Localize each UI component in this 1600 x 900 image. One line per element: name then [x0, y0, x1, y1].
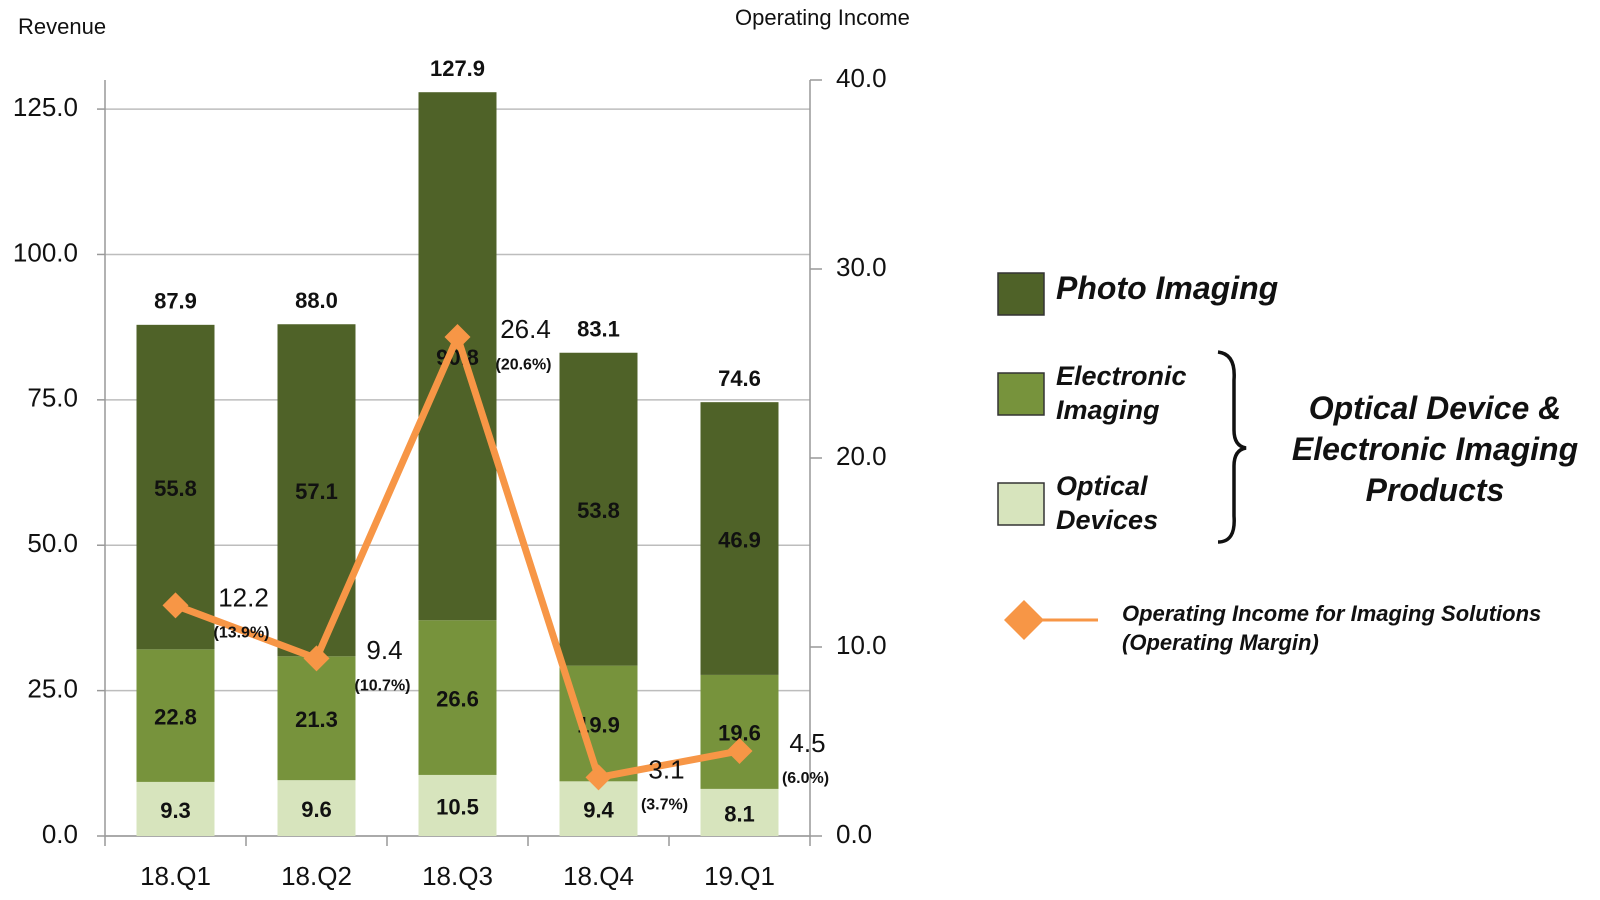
segment-label: 9.3: [160, 798, 191, 823]
x-tick-label: 18.Q2: [281, 861, 352, 891]
legend-label: Photo Imaging: [1056, 270, 1279, 306]
line-value-label: 26.4: [500, 314, 551, 344]
segment-label: 57.1: [295, 479, 338, 504]
segment-label: 53.8: [577, 498, 620, 523]
line-value-label: 9.4: [366, 635, 402, 665]
line-value-label: 12.2: [218, 582, 269, 612]
bar-segment: [559, 352, 638, 666]
bar-segment: [700, 402, 779, 675]
y2-tick-label: 0.0: [836, 819, 872, 849]
segment-label: 10.5: [436, 794, 479, 819]
total-label: 87.9: [154, 289, 197, 314]
y-tick-label: 75.0: [27, 383, 78, 413]
legend-swatch: [997, 372, 1045, 416]
bar-segment: [277, 656, 356, 781]
total-label: 127.9: [430, 56, 485, 81]
y2-tick-label: 10.0: [836, 630, 887, 660]
y2-tick-label: 20.0: [836, 441, 887, 471]
segment-label: 55.8: [154, 476, 197, 501]
y-tick-label: 100.0: [13, 237, 78, 267]
legend-swatch: [997, 272, 1045, 316]
bar-segment: [418, 92, 497, 621]
segment-label: 26.6: [436, 686, 479, 711]
group-label: Products: [1365, 472, 1505, 508]
y-tick-label: 125.0: [13, 92, 78, 122]
segment-label: 22.8: [154, 704, 197, 729]
bar-segment: [136, 649, 215, 782]
y-tick-label: 25.0: [27, 673, 78, 703]
legend-label: Operating Income for Imaging Solutions: [1122, 601, 1542, 626]
y2-axis-title: Operating Income: [735, 5, 910, 30]
segment-label: 9.4: [583, 797, 614, 822]
total-label: 88.0: [295, 288, 338, 313]
legend-line-marker: [1004, 600, 1044, 640]
line-marker: [303, 645, 330, 672]
bar-segment: [700, 674, 779, 789]
x-tick-label: 19.Q1: [704, 861, 775, 891]
x-tick-label: 18.Q4: [563, 861, 634, 891]
segment-label: 8.1: [724, 801, 755, 826]
bar-segment: [418, 774, 497, 836]
x-tick-label: 18.Q3: [422, 861, 493, 891]
segment-label: 9.6: [301, 797, 332, 822]
total-label: 83.1: [577, 317, 620, 342]
legend-note: (Operating Margin): [1122, 630, 1319, 655]
line-value-label: 4.5: [789, 728, 825, 758]
y-axis-title: Revenue: [18, 14, 106, 39]
segment-label: 21.3: [295, 707, 338, 732]
bar-segment: [136, 781, 215, 836]
x-tick-label: 18.Q1: [140, 861, 211, 891]
bar-segment: [700, 788, 779, 836]
legend-label: Electronic Imaging: [1056, 361, 1187, 425]
bar-segment: [277, 780, 356, 836]
y-tick-label: 0.0: [42, 819, 78, 849]
line-marker: [585, 764, 612, 791]
legend-label: Optical Devices: [1056, 471, 1159, 535]
bar-segment: [418, 620, 497, 775]
y2-tick-label: 30.0: [836, 252, 887, 282]
line-marker: [444, 324, 471, 351]
margin-label: (13.9%): [213, 625, 269, 642]
margin-label: (10.7%): [354, 678, 410, 695]
line-marker: [726, 737, 753, 764]
margin-label: (20.6%): [495, 356, 551, 373]
line-value-label: 3.1: [648, 754, 684, 784]
legend-swatch: [997, 482, 1045, 526]
group-label: Optical Device &: [1308, 390, 1562, 426]
y2-tick-label: 40.0: [836, 63, 887, 93]
group-label: Electronic Imaging: [1291, 431, 1579, 467]
line-marker: [162, 592, 189, 619]
bar-segment: [559, 781, 638, 836]
legend-brace: [1217, 350, 1247, 544]
total-label: 74.6: [718, 366, 761, 391]
margin-label: (3.7%): [641, 797, 688, 814]
segment-label: 46.9: [718, 527, 761, 552]
margin-label: (6.0%): [782, 770, 829, 787]
y-tick-label: 50.0: [27, 528, 78, 558]
